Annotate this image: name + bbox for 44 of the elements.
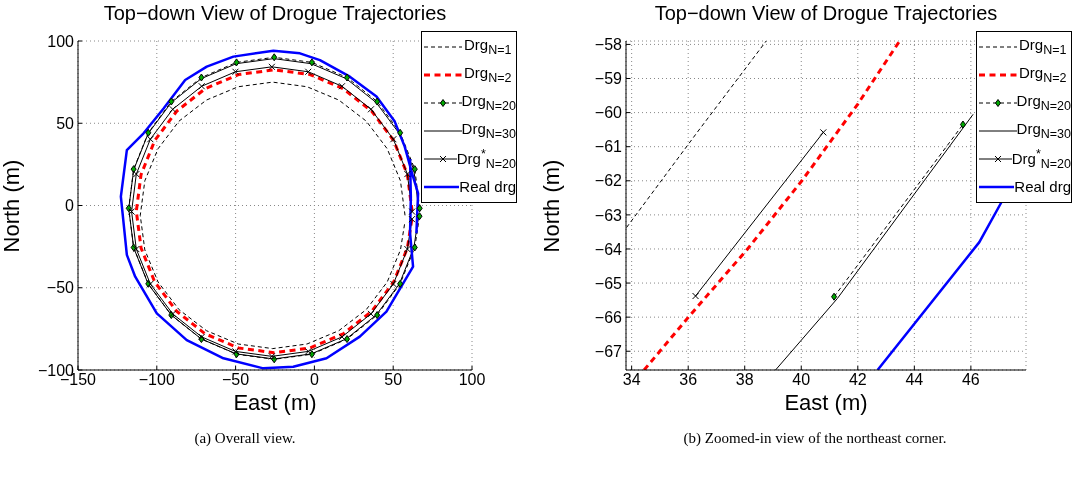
x-tick-label: 100 [458,371,486,389]
x-tick-label: 50 [384,371,403,389]
legend-label: Drg$_{N=20}$ [1016,91,1071,113]
legend-label: Real drg [459,178,516,195]
y-tick-label: −66 [594,308,623,326]
y-tick-label: −60 [594,104,623,122]
legend-label: Drg$_{N=20}$ [461,91,516,113]
x-tick-label: 38 [735,371,754,389]
legend-label: Real drg [1014,178,1071,195]
y-tick-label: −63 [594,206,623,224]
x-axis-title: East (m) [232,390,318,416]
legend-label: Drg$_{N=2}$ [464,63,512,85]
x-tick-label: 40 [792,371,811,389]
y-tick-label: 100 [47,32,75,50]
text: (b) Zoomed-in view of the northeast corner. [682,430,948,447]
legend-label: Drg$_{N=30}$ [461,119,516,141]
legend-label: Drg$_{N=1}$ [1019,35,1067,57]
x-tick-label: 46 [961,371,980,389]
legend-label: Drg$_{N=2}$ [1019,63,1067,85]
y-tick-label: −61 [594,138,623,156]
x-tick-label: 36 [679,371,698,389]
legend-label: Drg$_{N=30}$ [1016,119,1071,141]
y-tick-label: −65 [594,274,623,292]
chart-title: Top−down View of Drogue Trajectories [102,2,448,25]
y-tick-label: −67 [594,342,623,360]
x-tick-label: −50 [222,371,250,389]
chart-title: Top−down View of Drogue Trajectories [653,2,999,25]
x-tick-label: 44 [905,371,924,389]
x-tick-label: −100 [138,371,175,389]
x-tick-label: 42 [848,371,867,389]
text: (a) Overall view. [193,430,297,447]
y-tick-label: 0 [65,197,75,215]
y-tick-label: −64 [594,240,623,258]
x-tick-label: 34 [622,371,641,389]
legend-label: Drg$_{N=1}$ [464,35,512,57]
y-tick-label: −62 [594,172,623,190]
y-tick-label: −50 [46,279,75,297]
y-tick-label: −59 [594,70,623,88]
x-tick-label: 0 [309,371,319,389]
y-tick-label: −58 [594,36,623,54]
y-tick-label: 50 [56,114,75,132]
y-axis-title: North (m) [0,158,25,254]
y-axis-title: North (m) [539,158,565,254]
x-axis-title: East (m) [783,390,869,416]
